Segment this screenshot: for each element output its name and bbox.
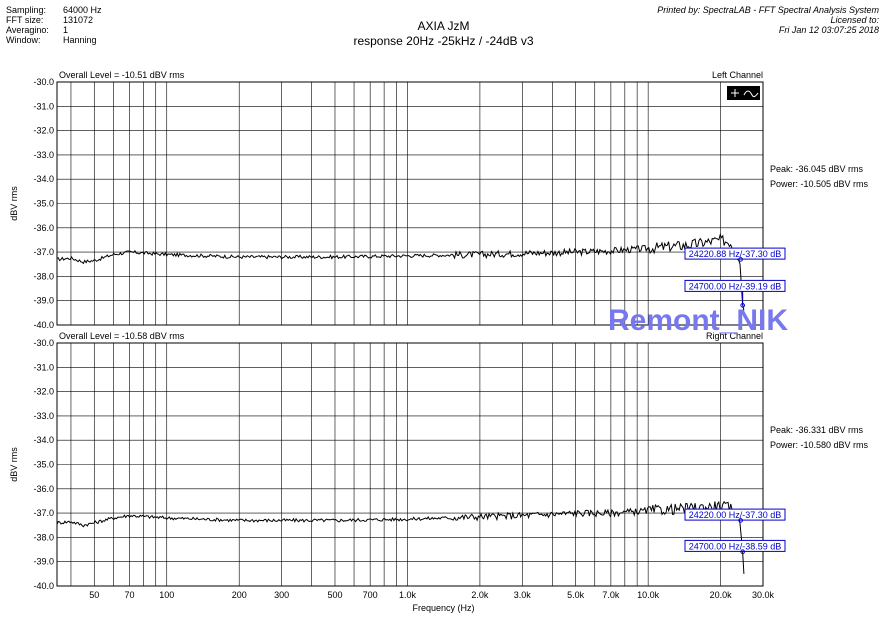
waveform-glyph-icon	[731, 89, 759, 98]
spectrum-trace	[56, 233, 745, 311]
x-tick-label: 2.0k	[471, 590, 489, 600]
y-tick-label: -38.0	[33, 532, 54, 542]
marker-label: 24220.00 Hz/-37.30 dB	[689, 510, 782, 520]
y-tick-label: -38.0	[33, 271, 54, 281]
marker-box	[684, 279, 786, 292]
y-tick-label: -33.0	[33, 411, 54, 421]
averaging-row: Averagino: 1	[6, 25, 69, 35]
y-tick-label: -34.0	[33, 174, 54, 184]
x-tick-label: 70	[124, 590, 134, 600]
spectrum-trace	[56, 500, 745, 574]
x-axis-label: Frequency (Hz)	[412, 603, 475, 613]
chart-subtitle: response 20Hz -25kHz / -24dB v3	[353, 34, 534, 48]
y-axis-label: dBV rms	[9, 186, 19, 221]
print-info: Printed by: SpectraLAB - FFT Spectral An…	[657, 5, 879, 35]
right-peak: Peak: -36.331 dBV rms	[770, 425, 864, 435]
y-tick-label: -35.0	[33, 460, 54, 470]
y-tick-label: -32.0	[33, 387, 54, 397]
channel-name: Left Channel	[712, 70, 763, 80]
y-tick-label: -34.0	[33, 435, 54, 445]
marker-box	[684, 508, 786, 521]
marker-point	[740, 549, 745, 555]
y-tick-label: -30.0	[33, 338, 54, 348]
fft-size-row: FFT size: 131072	[6, 15, 94, 25]
y-tick-label: -36.0	[33, 223, 54, 233]
x-tick-label: 200	[232, 590, 247, 600]
overall-level: Overall Level = -10.58 dBV rms	[59, 331, 185, 341]
chart-title: AXIA JzM	[417, 19, 470, 33]
x-tick-label: 50	[89, 590, 99, 600]
left-power: Power: -10.505 dBV rms	[770, 179, 869, 189]
x-tick-label: 10.0k	[637, 590, 660, 600]
marker-point	[738, 257, 743, 262]
right-stats: Peak: -36.331 dBV rms Power: -10.580 dBV…	[770, 423, 868, 453]
y-tick-label: -39.0	[33, 296, 54, 306]
marker-label: 24700.00 Hz/-39.19 dB	[689, 281, 782, 291]
x-tick-label: 5.0k	[567, 590, 585, 600]
marker-point	[740, 303, 745, 308]
x-tick-label: 300	[274, 590, 289, 600]
left-stats: Peak: -36.045 dBV rms Power: -10.505 dBV…	[770, 162, 868, 192]
x-tick-label: 1.0k	[399, 590, 417, 600]
left-peak: Peak: -36.045 dBV rms	[770, 164, 864, 174]
x-tick-label: 700	[363, 590, 378, 600]
right-power: Power: -10.580 dBV rms	[770, 440, 869, 450]
x-tick-label: 100	[159, 590, 174, 600]
window-row: Window: Hanning	[6, 35, 97, 45]
y-tick-label: -35.0	[33, 199, 54, 209]
sampling-row: Sampling: 64000 Hz	[6, 5, 102, 15]
x-tick-label: 20.0k	[710, 590, 733, 600]
marker-label: 24220.88 Hz/-37.30 dB	[689, 249, 782, 259]
marker-label: 24700.00 Hz/-38.59 dB	[689, 541, 782, 551]
overall-level: Overall Level = -10.51 dBV rms	[59, 70, 185, 80]
marker-point	[738, 518, 743, 523]
licensed-to: Licensed to:	[830, 15, 879, 25]
y-tick-label: -40.0	[33, 320, 54, 330]
y-tick-label: -39.0	[33, 557, 54, 567]
marker-box	[684, 247, 786, 260]
plot-frame	[56, 81, 764, 326]
x-tick-label: 7.0k	[602, 590, 620, 600]
y-tick-label: -36.0	[33, 484, 54, 494]
y-tick-label: -40.0	[33, 581, 54, 591]
y-tick-label: -33.0	[33, 150, 54, 160]
x-tick-label: 30.0k	[752, 590, 775, 600]
marker-box	[684, 539, 786, 552]
y-tick-label: -30.0	[33, 77, 54, 87]
watermark: Remont_NIK	[608, 304, 789, 337]
y-tick-label: -37.0	[33, 508, 54, 518]
print-date: Fri Jan 12 03:07:25 2018	[778, 25, 879, 35]
printed-by: Printed by: SpectraLAB - FFT Spectral An…	[657, 5, 879, 15]
y-tick-label: -31.0	[33, 362, 54, 372]
x-tick-label: 3.0k	[514, 590, 532, 600]
plot-frame	[56, 342, 764, 587]
x-tick-label: 500	[327, 590, 342, 600]
y-tick-label: -31.0	[33, 101, 54, 111]
y-axis-label: dBV rms	[9, 447, 19, 482]
y-tick-label: -37.0	[33, 247, 54, 257]
acquisition-settings: Sampling: 64000 Hz FFT size: 131072 Averag…	[6, 5, 102, 45]
channel-name: Right Channel	[706, 331, 763, 341]
y-tick-label: -32.0	[33, 126, 54, 136]
